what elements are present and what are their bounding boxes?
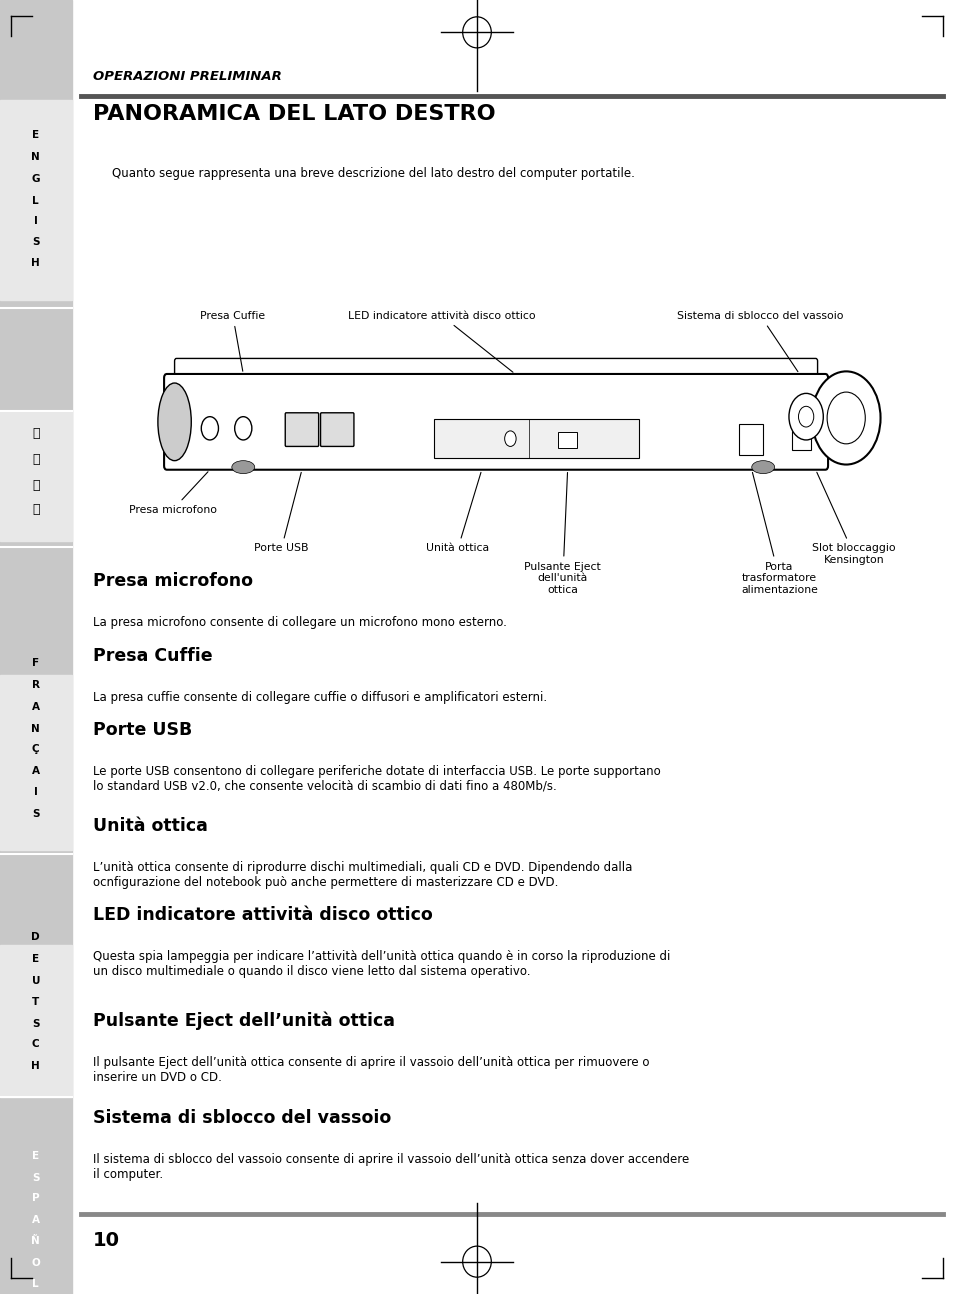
Bar (558, 432, 577, 448)
Text: Presa Cuffie: Presa Cuffie (200, 311, 265, 371)
Text: O: O (31, 1258, 40, 1268)
Text: L: L (32, 1278, 39, 1289)
Text: A: A (31, 701, 40, 712)
Bar (0, 100, 71, 300)
Text: Presa Cuffie: Presa Cuffie (92, 647, 212, 665)
Text: P: P (32, 1193, 39, 1203)
Text: Quanto segue rappresenta una breve descrizione del lato destro del computer port: Quanto segue rappresenta una breve descr… (112, 167, 634, 180)
Text: S: S (32, 1018, 39, 1029)
Text: Pulsante Eject
dell'unità
ottica: Pulsante Eject dell'unità ottica (524, 472, 600, 595)
Text: D: D (31, 932, 40, 942)
Text: T: T (32, 996, 39, 1007)
Text: 文: 文 (32, 503, 39, 516)
Text: 10: 10 (92, 1231, 119, 1250)
Bar (791, 431, 810, 450)
Text: Il pulsante Eject dell’unità ottica consente di aprire il vassoio dell’unità ott: Il pulsante Eject dell’unità ottica cons… (92, 1056, 648, 1084)
Text: G: G (31, 173, 40, 184)
Text: Sistema di sblocco del vassoio: Sistema di sblocco del vassoio (92, 1109, 391, 1127)
Text: Presa microfono: Presa microfono (92, 572, 253, 590)
Text: 繁: 繁 (32, 427, 39, 440)
Text: H: H (31, 1061, 40, 1071)
Ellipse shape (157, 383, 191, 461)
Text: Questa spia lampeggia per indicare l’attività dell’unità ottica quando è in cors: Questa spia lampeggia per indicare l’att… (92, 950, 669, 978)
Text: F: F (32, 657, 39, 668)
Text: A: A (31, 766, 40, 776)
Text: E: E (32, 129, 39, 140)
Text: A: A (31, 1215, 40, 1225)
Ellipse shape (826, 392, 864, 444)
Text: OPERAZIONI PRELIMINAR: OPERAZIONI PRELIMINAR (92, 70, 281, 83)
Text: Porte USB: Porte USB (92, 721, 192, 739)
Text: PANORAMICA DEL LATO DESTRO: PANORAMICA DEL LATO DESTRO (92, 104, 495, 123)
Text: H: H (31, 258, 40, 268)
Text: La presa microfono consente di collegare un microfono mono esterno.: La presa microfono consente di collegare… (92, 616, 506, 629)
Text: Presa microfono: Presa microfono (129, 472, 216, 515)
Text: N: N (31, 151, 40, 162)
Text: S: S (32, 237, 39, 247)
Text: S: S (32, 809, 39, 819)
Text: Porta
trasformatore
alimentazione: Porta trasformatore alimentazione (740, 472, 817, 595)
Text: 中: 中 (32, 479, 39, 492)
Circle shape (201, 417, 218, 440)
Text: Ñ: Ñ (31, 1236, 40, 1246)
Ellipse shape (811, 371, 880, 465)
Text: Sistema di sblocco del vassoio: Sistema di sblocco del vassoio (677, 311, 843, 371)
Text: U: U (31, 976, 40, 986)
Text: L: L (32, 195, 39, 206)
Text: Unità ottica: Unità ottica (426, 472, 489, 554)
Ellipse shape (232, 461, 254, 474)
Text: S: S (32, 1172, 39, 1183)
Text: LED indicatore attività disco ottico: LED indicatore attività disco ottico (348, 311, 536, 373)
Bar (739, 424, 762, 455)
Text: I: I (33, 787, 38, 797)
Bar (0, 945, 71, 1097)
FancyBboxPatch shape (320, 413, 354, 446)
FancyBboxPatch shape (164, 374, 827, 470)
Circle shape (788, 393, 822, 440)
Text: L’unità ottica consente di riprodurre dischi multimediali, quali CD e DVD. Dipen: L’unità ottica consente di riprodurre di… (92, 861, 631, 889)
Text: I: I (33, 216, 38, 226)
Circle shape (234, 417, 252, 440)
Text: Unità ottica: Unità ottica (92, 817, 207, 835)
Bar (434, 419, 639, 458)
Text: C: C (32, 1039, 39, 1049)
Text: R: R (31, 679, 40, 690)
Ellipse shape (751, 461, 774, 474)
Text: Il sistema di sblocco del vassoio consente di aprire il vassoio dell’unità ottic: Il sistema di sblocco del vassoio consen… (92, 1153, 688, 1181)
Text: Porte USB: Porte USB (253, 472, 309, 554)
Text: E: E (32, 954, 39, 964)
Text: Ç: Ç (32, 744, 39, 754)
Text: La presa cuffie consente di collegare cuffie o diffusori e amplificatori esterni: La presa cuffie consente di collegare cu… (92, 691, 546, 704)
Bar (0, 0, 71, 1294)
Text: Le porte USB consentono di collegare periferiche dotate di interfaccia USB. Le p: Le porte USB consentono di collegare per… (92, 765, 659, 793)
Bar (0, 411, 71, 541)
FancyBboxPatch shape (285, 413, 318, 446)
Circle shape (798, 406, 813, 427)
Text: Pulsante Eject dell’unità ottica: Pulsante Eject dell’unità ottica (92, 1012, 395, 1030)
Text: Slot bloccaggio
Kensington: Slot bloccaggio Kensington (811, 472, 895, 565)
Text: E: E (32, 1150, 39, 1161)
Bar (0, 675, 71, 850)
Circle shape (504, 431, 516, 446)
Text: N: N (31, 723, 40, 734)
Text: LED indicatore attività disco ottico: LED indicatore attività disco ottico (92, 906, 432, 924)
Text: 體: 體 (32, 453, 39, 466)
FancyBboxPatch shape (174, 358, 817, 382)
